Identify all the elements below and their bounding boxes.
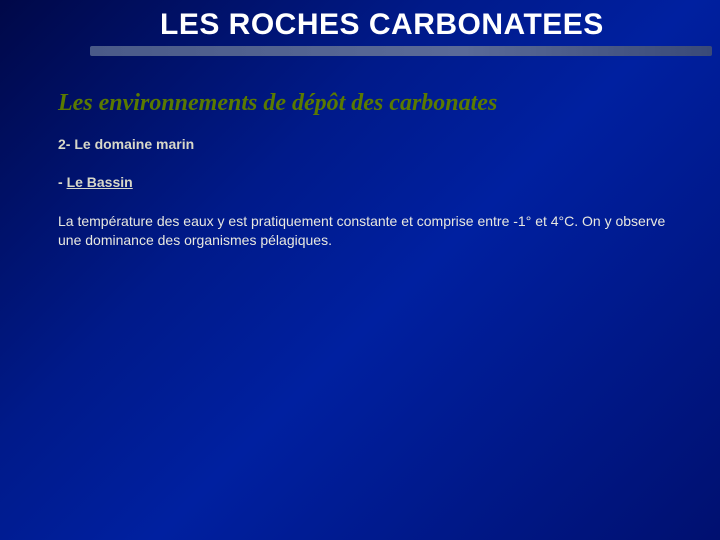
title-underline-bar	[90, 46, 712, 56]
section-heading: 2- Le domaine marin	[58, 136, 194, 152]
sub-heading-dash: -	[58, 174, 67, 190]
slide-subtitle: Les environnements de dépôt des carbonat…	[58, 90, 497, 117]
title-block: LES ROCHES CARBONATEES	[160, 8, 712, 56]
sub-heading-text: Le Bassin	[67, 174, 133, 190]
sub-heading: - Le Bassin	[58, 174, 133, 190]
main-title: LES ROCHES CARBONATEES	[160, 8, 712, 42]
body-paragraph: La température des eaux y est pratiqueme…	[58, 212, 680, 250]
slide: LES ROCHES CARBONATEES Les environnement…	[0, 0, 720, 540]
